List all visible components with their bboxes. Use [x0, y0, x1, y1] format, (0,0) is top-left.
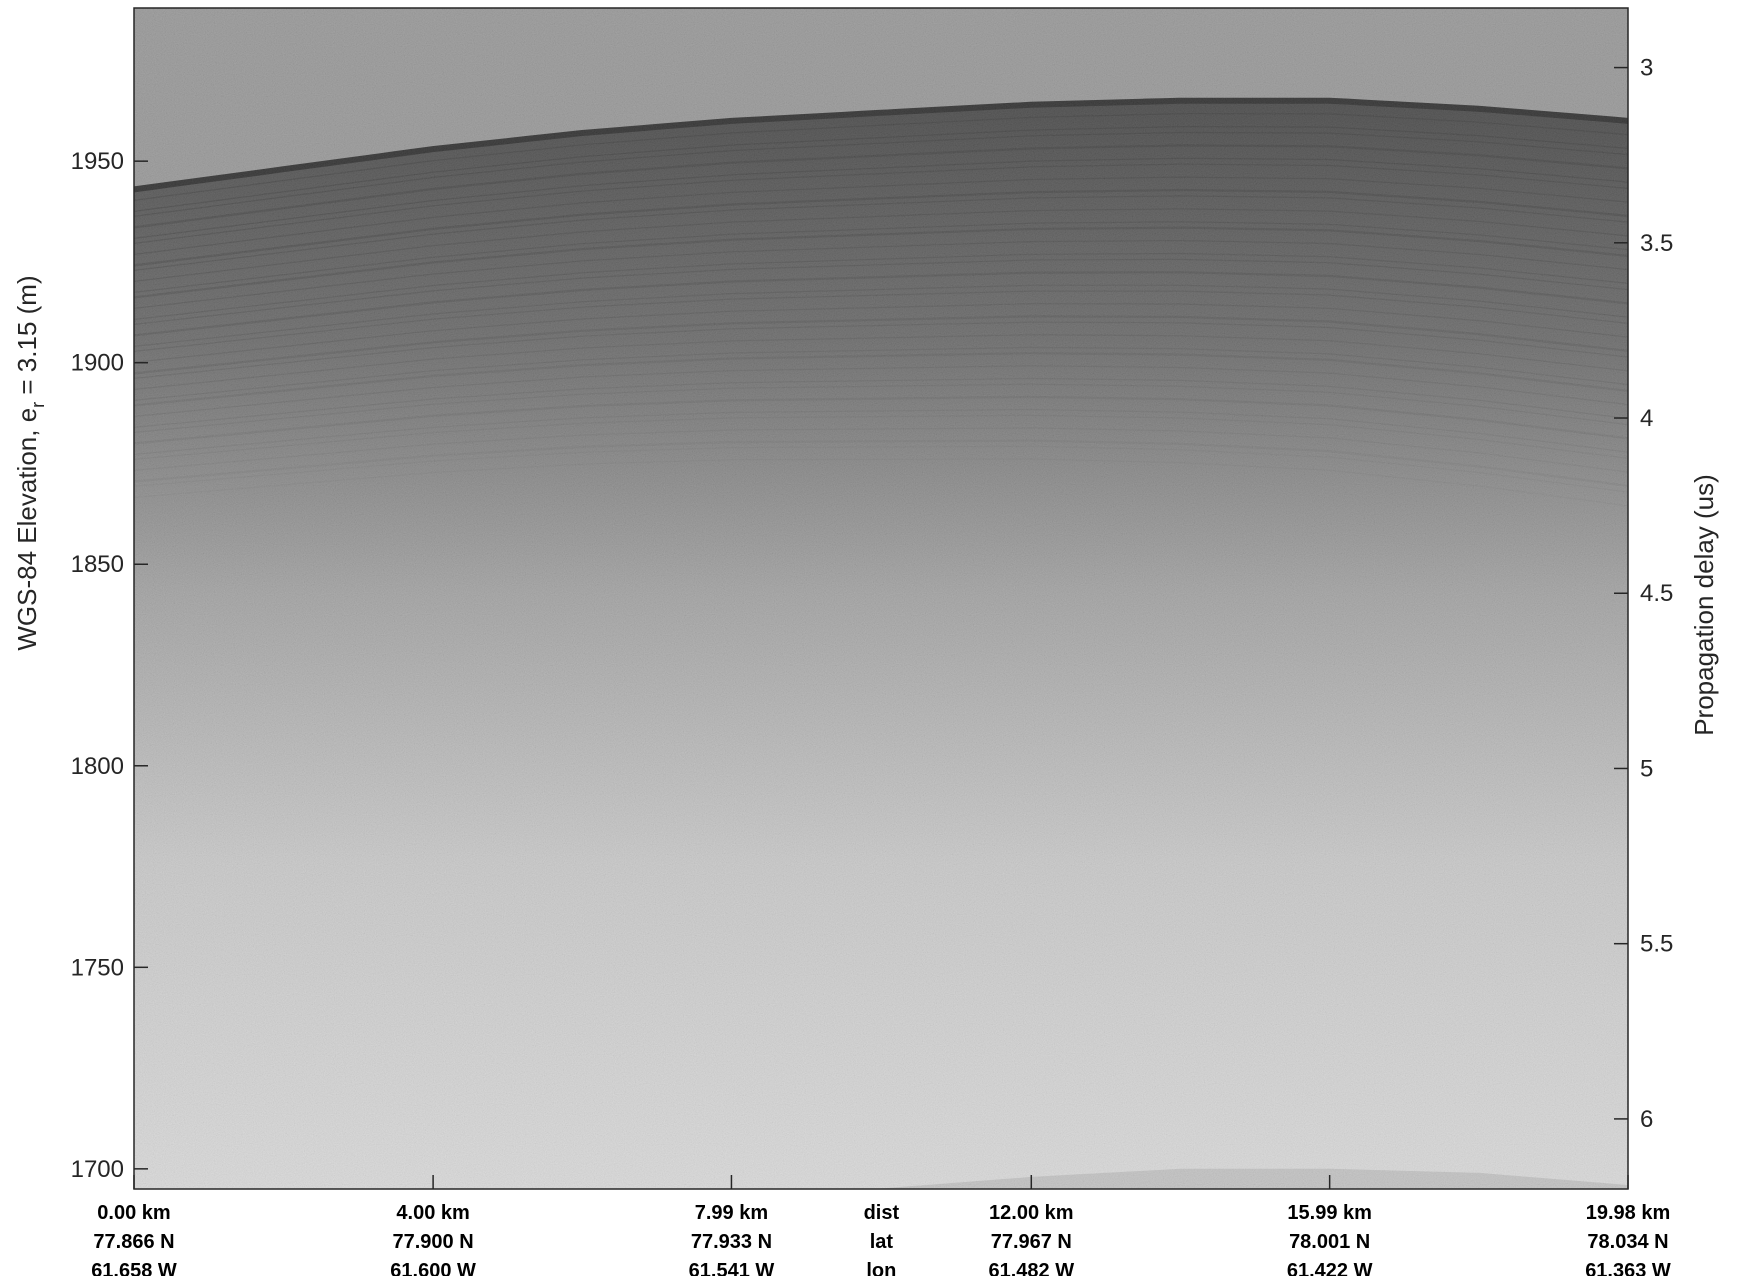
- right-tick-label: 6: [1640, 1106, 1653, 1133]
- dist-tick-label: 7.99 km: [695, 1202, 768, 1224]
- lat-tick-label: 77.866 N: [93, 1231, 174, 1253]
- left-tick-label: 1900: [71, 350, 124, 377]
- right-tick-label: 4: [1640, 405, 1653, 432]
- speckle-noise: [134, 8, 1628, 1189]
- bottom-axis: 0.00 km 77.866 N 61.658 W 4.00 km 77.900 N 61…: [91, 1175, 1671, 1276]
- lon-tick-label: 61.600 W: [390, 1260, 476, 1276]
- dist-tick-label: 19.98 km: [1586, 1202, 1671, 1224]
- lat-tick-label: 78.001 N: [1289, 1231, 1370, 1253]
- left-tick-label: 1750: [71, 954, 124, 981]
- lon-tick-label: 61.482 W: [988, 1260, 1074, 1276]
- right-tick-label: 3.5: [1640, 230, 1673, 257]
- echogram-plot-area: [134, 8, 1628, 1189]
- lon-tick-label: 61.541 W: [689, 1260, 775, 1276]
- left-axis: 1950 1900 1850 1800 1750 1700: [71, 148, 148, 1183]
- dist-tick-label: 4.00 km: [396, 1202, 469, 1224]
- lon-tick-label: 61.363 W: [1585, 1260, 1671, 1276]
- left-tick-label: 1800: [71, 753, 124, 780]
- left-tick-label: 1700: [71, 1156, 124, 1183]
- left-axis-title: WGS-84 Elevation, er = 3.15 (m): [12, 275, 48, 650]
- right-tick-label: 5.5: [1640, 931, 1673, 958]
- lat-tick-label: 77.967 N: [991, 1231, 1072, 1253]
- left-tick-label: 1850: [71, 551, 124, 578]
- lat-tick-label: 78.034 N: [1587, 1231, 1668, 1253]
- right-tick-label: 5: [1640, 755, 1653, 782]
- row-title-dist: dist: [864, 1202, 900, 1224]
- right-axis-title: Propagation delay (us): [1689, 474, 1719, 736]
- dist-tick-label: 0.00 km: [97, 1202, 170, 1224]
- left-tick-label: 1950: [71, 148, 124, 175]
- row-title-lat: lat: [870, 1231, 894, 1253]
- lat-tick-label: 77.933 N: [691, 1231, 772, 1253]
- right-axis: 3 3.5 4 4.5 5 5.5 6: [1614, 55, 1673, 1133]
- lon-tick-label: 61.422 W: [1287, 1260, 1373, 1276]
- lon-tick-label: 61.658 W: [91, 1260, 177, 1276]
- dist-tick-label: 12.00 km: [989, 1202, 1074, 1224]
- plot-frame: [133, 7, 1629, 1190]
- right-tick-label: 3: [1640, 55, 1653, 82]
- right-tick-label: 4.5: [1640, 580, 1673, 607]
- row-title-lon: lon: [866, 1260, 896, 1276]
- lat-tick-label: 77.900 N: [393, 1231, 474, 1253]
- dist-tick-label: 15.99 km: [1287, 1202, 1372, 1224]
